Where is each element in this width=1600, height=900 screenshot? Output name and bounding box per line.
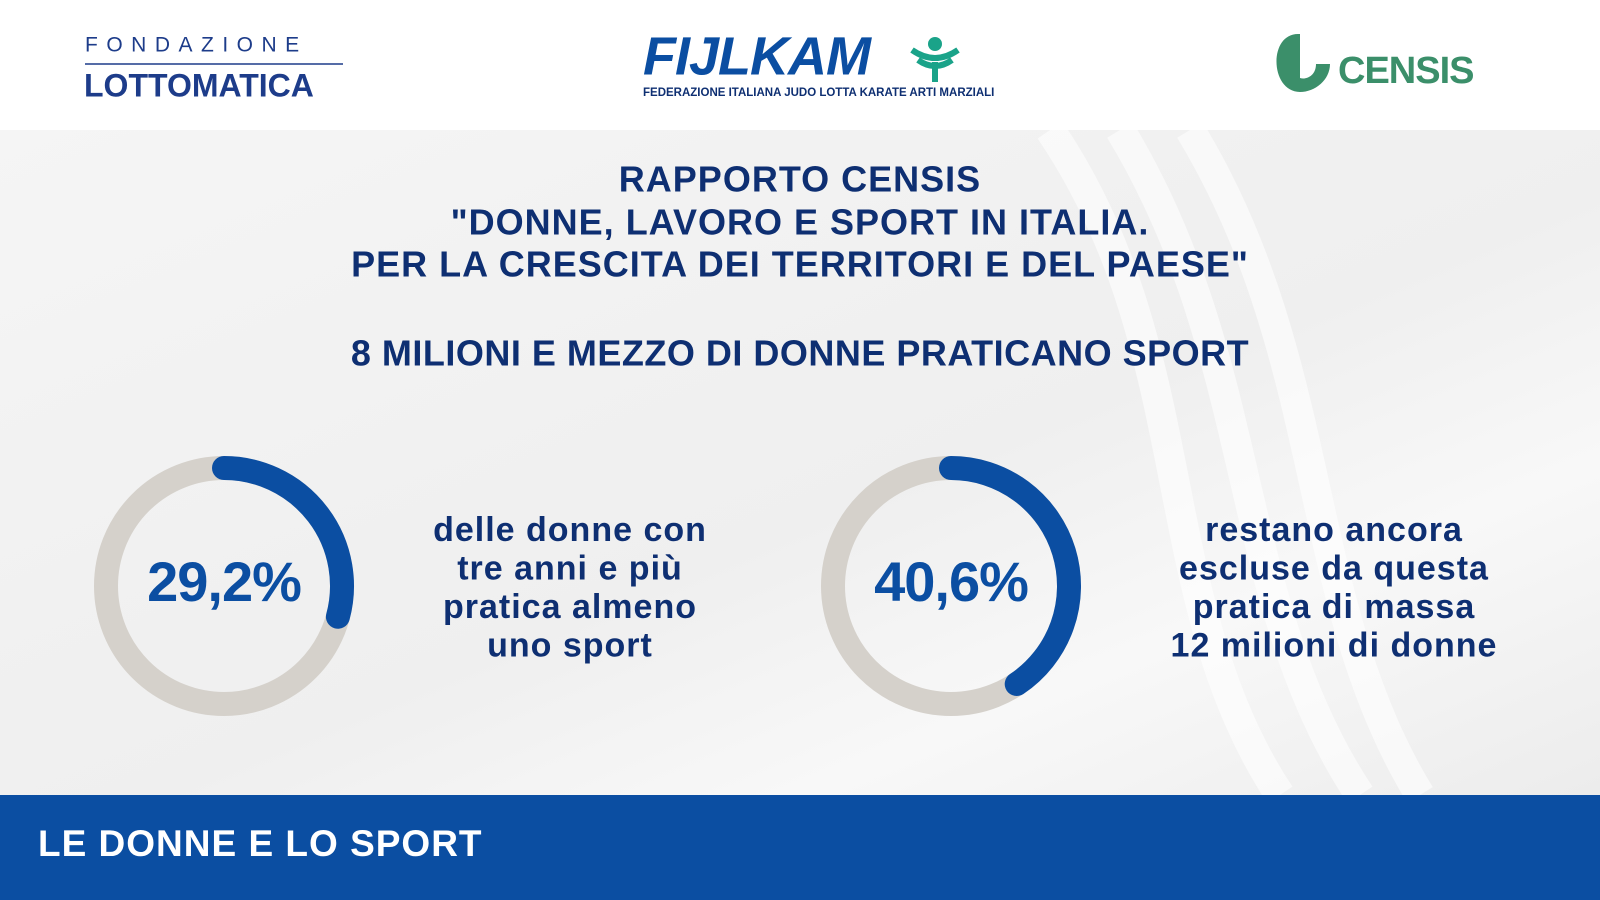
gauge-arc — [939, 456, 1081, 697]
logo-mark — [1276, 34, 1330, 92]
title-line: PER LA CRESCITA DEI TERRITORI E DEL PAES… — [351, 244, 1249, 285]
subtitle: 8 MILIONI E MEZZO DI DONNE PRATICANO SPO… — [351, 333, 1249, 374]
logo-text: CENSIS — [1338, 50, 1473, 92]
logo-symbol — [910, 37, 960, 82]
logo-text: FONDAZIONE — [85, 34, 308, 57]
gauge-caption: delle donne con — [433, 511, 707, 549]
logo-text: LOTTOMATICA — [84, 67, 314, 103]
fabric-fold — [1037, 121, 1433, 804]
header-band — [0, 0, 1600, 130]
gauge-caption: pratica di massa — [1193, 588, 1476, 626]
logo-text: FEDERAZIONE ITALIANA JUDO LOTTA KARATE A… — [643, 87, 994, 99]
gauge-caption: escluse da questa — [1179, 549, 1489, 587]
footer-text: LE DONNE E LO SPORT — [38, 823, 483, 864]
gauge-caption: pratica almeno — [443, 588, 697, 626]
gauge-value: 40,6% — [874, 550, 1028, 613]
logo-text: FIJLKAM — [643, 26, 872, 86]
title-line: "DONNE, LAVORO E SPORT IN ITALIA. — [451, 202, 1150, 243]
gauge-caption: 12 milioni di donne — [1171, 626, 1498, 664]
gauge-arc — [212, 456, 354, 629]
footer-band — [0, 795, 1600, 900]
gauge-caption: uno sport — [487, 626, 653, 664]
title-line: RAPPORTO CENSIS — [619, 159, 981, 200]
gauge-caption: restano ancora — [1205, 511, 1463, 549]
gauge-caption: tre anni e più — [457, 549, 683, 587]
gauge-value: 29,2% — [147, 550, 301, 613]
